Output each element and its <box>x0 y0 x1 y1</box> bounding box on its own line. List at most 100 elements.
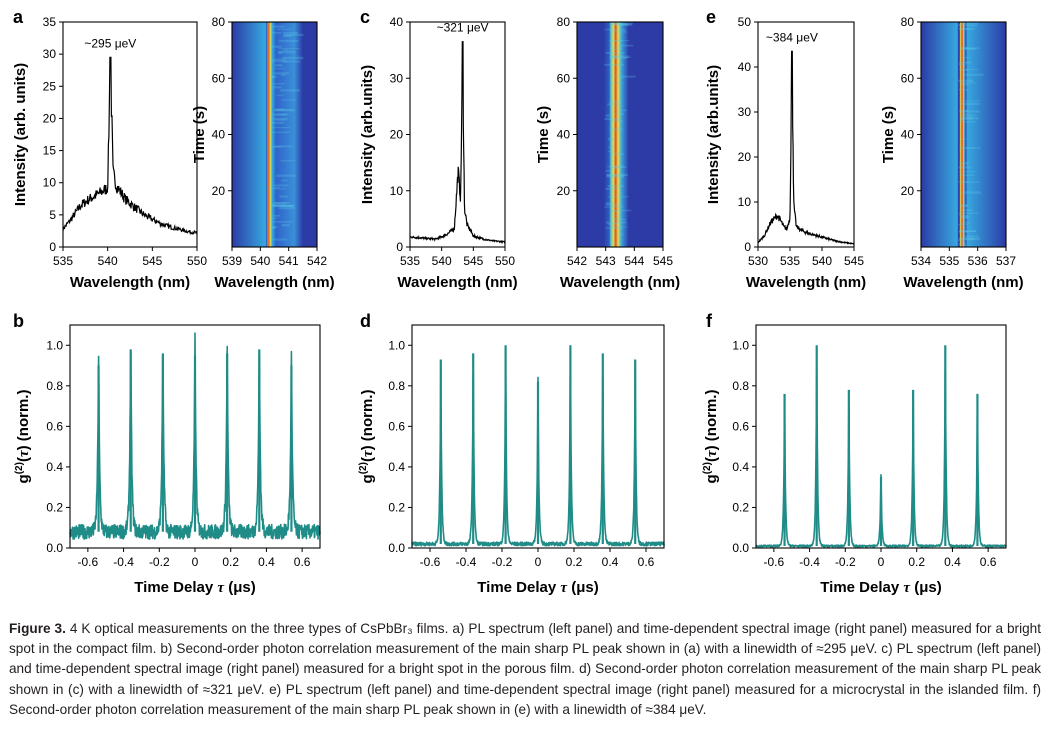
heatmap-noise <box>613 242 618 244</box>
y-axis-title: Time (s) <box>191 106 208 163</box>
y-tick-label: 40 <box>738 60 752 74</box>
y-tick-label: 20 <box>390 128 404 142</box>
heatmap-noise <box>960 121 976 123</box>
heatmap-noise <box>958 230 968 233</box>
heatmap-noise <box>605 51 625 54</box>
heatmap-noise <box>959 68 979 71</box>
x-tick-label: 542 <box>567 254 587 268</box>
heatmap-noise <box>611 211 618 213</box>
heatmap-noise <box>277 51 283 54</box>
heatmap-noise <box>272 86 283 89</box>
chart-a-map: 539 540 541 542 20 40 60 80 Wavelength (nm) Time … <box>191 15 335 291</box>
heatmap-noise <box>609 56 618 59</box>
heatmap-noise <box>281 99 297 101</box>
heatmap-noise <box>609 128 623 131</box>
x-tick-label: 542 <box>307 254 327 268</box>
chart-f: -0.6 -0.4 -0.2 0 0.2 0.4 0.6 0.0 0.2 0.4 0.6 0.8 1.0… <box>702 324 1007 596</box>
x-tick-label: 541 <box>279 254 299 268</box>
linewidth-annotation: ~384 μeV <box>766 30 818 44</box>
x-tick-label: 0.4 <box>258 555 275 569</box>
x-tick-label: 0.4 <box>944 555 961 569</box>
plot-frame <box>757 21 855 248</box>
heatmap-noise <box>961 181 980 183</box>
y-tick-label: 80 <box>557 15 571 29</box>
heatmap-noise <box>958 24 978 27</box>
heatmap-noise <box>281 74 286 77</box>
heatmap-noise <box>612 153 624 156</box>
panel-label-f: f <box>706 311 713 331</box>
x-tick-label: 545 <box>653 254 673 268</box>
x-tick-label: 543 <box>596 254 616 268</box>
figure-3: 535 540 545 550 0 5 10 15 20 25 30 35 ~295 μeV Wavele… <box>12 7 1024 596</box>
chart-d: -0.6 -0.4 -0.2 0 0.2 0.4 0.6 0.0 0.2 0.4 0.6 0.8 1.0… <box>358 324 665 596</box>
heatmap-noise <box>283 60 301 63</box>
x-tick-label: 0 <box>535 555 542 569</box>
heatmap-noise <box>606 173 628 176</box>
heatmap-noise <box>960 138 967 140</box>
x-axis-title: Wavelength (nm) <box>903 274 1023 291</box>
heatmap-noise <box>961 114 977 116</box>
plot-frame <box>62 21 198 248</box>
heatmap-noise <box>960 117 973 120</box>
x-tick-label: 0.4 <box>602 555 619 569</box>
heatmap-noise <box>609 100 621 104</box>
heatmap-noise <box>615 23 632 26</box>
y-tick-label: 15 <box>43 144 57 158</box>
y-tick-label: 80 <box>212 15 226 29</box>
heatmap-noise <box>273 109 296 112</box>
y-tick-label: 60 <box>557 71 571 85</box>
heatmap-noise <box>268 45 282 48</box>
y-tick-label: 0 <box>744 240 751 254</box>
heatmap-noise <box>609 47 622 50</box>
heatmap-noise <box>273 202 288 204</box>
heatmap-noise <box>276 94 285 96</box>
heatmap-noise <box>270 127 290 129</box>
y-tick-label: 10 <box>738 195 752 209</box>
heatmap-noise <box>959 61 972 63</box>
heatmap-noise <box>604 29 610 31</box>
heatmap-noise <box>272 82 285 85</box>
y-tick-label: 80 <box>901 15 915 29</box>
y-tick-label: 0 <box>396 240 403 254</box>
heatmap-noise <box>269 226 278 229</box>
caption-text: 4 K optical measurements on the three ty… <box>9 621 1041 717</box>
heatmap-noise <box>959 147 975 150</box>
panel-label-c: c <box>360 7 370 27</box>
y-tick-label: 40 <box>390 15 404 29</box>
x-tick-label: -0.4 <box>456 555 477 569</box>
plot-frame <box>409 21 506 248</box>
heatmap-noise <box>958 212 979 214</box>
g2-trace <box>755 367 1007 548</box>
heatmap-noise <box>959 100 980 102</box>
y-tick-label: 0.6 <box>46 419 63 433</box>
y-tick-label: 0.0 <box>732 541 749 555</box>
y-axis-title: Intensity (arb.units) <box>359 65 376 204</box>
heatmap-noise <box>958 181 970 183</box>
y-axis-title: Intensity (arb.units) <box>705 65 722 204</box>
y-tick-label: 20 <box>43 111 57 125</box>
y-tick-label: 40 <box>901 128 915 142</box>
heatmap-noise <box>275 119 287 121</box>
x-tick-label: 545 <box>142 254 162 268</box>
heatmap-noise <box>959 174 975 176</box>
heatmap-noise <box>961 47 980 50</box>
x-tick-label: 536 <box>968 254 988 268</box>
heatmap-noise <box>614 165 624 168</box>
heatmap-noise <box>275 108 285 111</box>
x-axis-title: Wavelength (nm) <box>746 274 866 291</box>
figure-caption: Figure 3. 4 K optical measurements on th… <box>9 619 1041 720</box>
heatmap-noise <box>270 226 276 229</box>
y-tick-label: 0.6 <box>732 419 749 433</box>
heatmap-noise <box>961 69 969 71</box>
y-tick-label: 50 <box>738 15 752 29</box>
heatmap-noise <box>961 110 980 113</box>
x-axis-title: Wavelength (nm) <box>214 274 334 291</box>
heatmap-noise <box>960 83 969 86</box>
heatmap-noise <box>279 195 288 198</box>
y-axis-title: Time (s) <box>535 106 552 163</box>
heatmap-noise <box>610 30 627 33</box>
y-tick-label: 25 <box>43 79 57 93</box>
heatmap-noise <box>961 115 974 117</box>
x-tick-label: 534 <box>911 254 931 268</box>
heatmap-noise <box>608 40 630 42</box>
